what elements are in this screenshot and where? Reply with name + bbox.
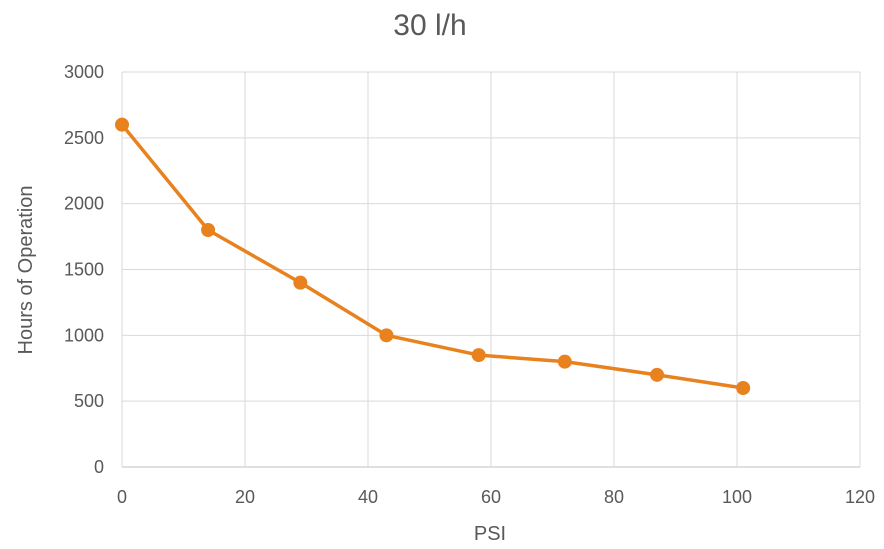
x-tick-label: 0 (117, 487, 127, 507)
data-point (650, 367, 665, 382)
y-tick-label: 0 (94, 457, 104, 477)
tick-labels: 0 500 1000 1500 2000 2500 3000 0 20 40 60 80 100 120 (64, 62, 875, 507)
data-series (115, 117, 751, 395)
data-point (471, 348, 486, 363)
data-point (736, 381, 751, 395)
data-point (293, 275, 308, 290)
x-tick-label: 40 (358, 487, 378, 507)
y-tick-label: 500 (74, 391, 104, 411)
x-tick-label: 120 (845, 487, 875, 507)
x-tick-label: 20 (235, 487, 255, 507)
data-point (201, 223, 216, 237)
y-tick-label: 1500 (64, 260, 104, 280)
y-tick-label: 1000 (64, 325, 104, 345)
y-tick-label: 2000 (64, 194, 104, 214)
x-tick-label: 80 (604, 487, 624, 507)
gridlines (121, 71, 861, 468)
data-point (115, 117, 129, 132)
data-point (379, 328, 394, 343)
data-point (557, 354, 572, 369)
x-tick-label: 100 (722, 487, 752, 507)
chart-title: 30 l/h (393, 9, 466, 42)
y-tick-label: 3000 (64, 62, 104, 82)
series-line (120, 123, 744, 390)
y-axis-title: Hours of Operation (15, 186, 37, 355)
x-tick-label: 60 (481, 487, 501, 507)
x-axis-title: PSI (474, 523, 506, 545)
y-tick-label: 2500 (64, 128, 104, 148)
